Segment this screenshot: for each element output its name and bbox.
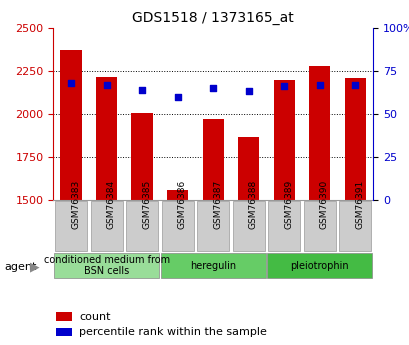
FancyBboxPatch shape xyxy=(267,201,299,251)
Bar xyxy=(60,50,81,200)
Text: conditioned medium from
BSN cells: conditioned medium from BSN cells xyxy=(43,255,169,276)
Text: GSM76386: GSM76386 xyxy=(177,180,186,229)
Point xyxy=(67,80,74,86)
Bar xyxy=(344,78,365,200)
Text: GSM76390: GSM76390 xyxy=(319,180,328,229)
Bar xyxy=(131,113,153,200)
FancyBboxPatch shape xyxy=(160,253,265,278)
Point xyxy=(245,89,252,94)
Text: GSM76387: GSM76387 xyxy=(213,180,222,229)
Point xyxy=(103,82,110,87)
Text: GSM76389: GSM76389 xyxy=(283,180,292,229)
Bar xyxy=(166,190,188,200)
Point xyxy=(351,82,358,87)
FancyBboxPatch shape xyxy=(126,201,158,251)
Text: percentile rank within the sample: percentile rank within the sample xyxy=(79,327,266,337)
Point xyxy=(174,94,180,99)
FancyBboxPatch shape xyxy=(232,201,264,251)
Bar xyxy=(56,312,72,321)
Text: heregulin: heregulin xyxy=(190,261,236,270)
FancyBboxPatch shape xyxy=(339,201,371,251)
Text: GSM76385: GSM76385 xyxy=(142,180,151,229)
Point xyxy=(209,85,216,91)
Text: pleiotrophin: pleiotrophin xyxy=(290,261,348,270)
Title: GDS1518 / 1373165_at: GDS1518 / 1373165_at xyxy=(132,11,293,25)
Bar xyxy=(273,80,294,200)
FancyBboxPatch shape xyxy=(161,201,193,251)
Text: GSM76383: GSM76383 xyxy=(71,180,80,229)
Bar xyxy=(202,119,223,200)
FancyBboxPatch shape xyxy=(267,253,371,278)
Bar xyxy=(96,77,117,200)
FancyBboxPatch shape xyxy=(197,201,229,251)
Text: GSM76384: GSM76384 xyxy=(106,180,115,229)
Point xyxy=(316,82,322,87)
Text: GSM76391: GSM76391 xyxy=(355,180,364,229)
Bar xyxy=(238,137,259,200)
Text: agent: agent xyxy=(4,263,36,272)
Bar xyxy=(56,328,72,336)
FancyBboxPatch shape xyxy=(90,201,122,251)
Point xyxy=(280,83,287,89)
Text: ▶: ▶ xyxy=(29,261,39,274)
Point xyxy=(139,87,145,92)
Text: GSM76388: GSM76388 xyxy=(248,180,257,229)
FancyBboxPatch shape xyxy=(303,201,335,251)
Bar xyxy=(308,66,330,200)
FancyBboxPatch shape xyxy=(55,201,87,251)
Text: count: count xyxy=(79,312,110,322)
FancyBboxPatch shape xyxy=(54,253,159,278)
